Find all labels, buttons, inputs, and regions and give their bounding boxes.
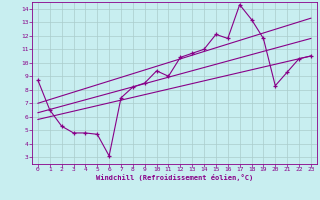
X-axis label: Windchill (Refroidissement éolien,°C): Windchill (Refroidissement éolien,°C)	[96, 174, 253, 181]
